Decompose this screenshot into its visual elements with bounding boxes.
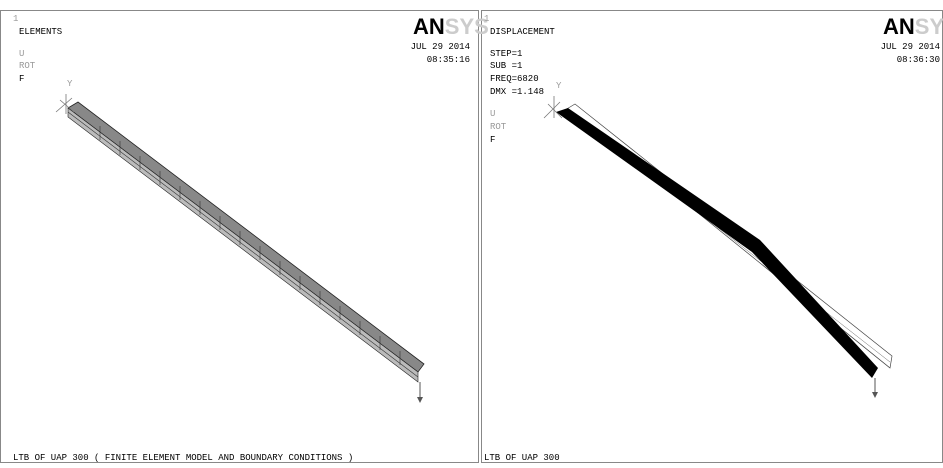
caption: LTB OF UAP 300	[484, 453, 560, 463]
logo: ANSYS	[413, 14, 489, 39]
legend-item: F	[19, 74, 24, 84]
plot-title: DISPLACEMENT	[490, 27, 555, 37]
window-number: 1	[13, 14, 18, 24]
legend-item: F	[490, 135, 495, 145]
legend-item: ROT	[490, 122, 507, 132]
axis-label: Y	[556, 81, 562, 91]
time: 08:35:16	[427, 55, 470, 65]
info-line: SUB =1	[490, 61, 522, 71]
logo-light: SYS	[915, 14, 943, 39]
info-line: STEP=1	[490, 49, 522, 59]
caption: LTB OF UAP 300 ( FINITE ELEMENT MODEL AN…	[13, 453, 353, 463]
beam-model	[55, 94, 425, 403]
legend-item: U	[490, 109, 495, 119]
date: JUL 29 2014	[411, 42, 470, 52]
plot-title: ELEMENTS	[19, 27, 62, 37]
date: JUL 29 2014	[881, 42, 940, 52]
time: 08:36:30	[897, 55, 940, 65]
info-line: DMX =1.148	[490, 87, 544, 97]
panel-frame	[481, 10, 943, 463]
beam-deformed	[543, 96, 893, 398]
logo-bold: AN	[883, 14, 915, 39]
legend-item: U	[19, 49, 24, 59]
logo-light: SYS	[445, 14, 489, 39]
axis-label: Y	[67, 79, 73, 89]
logo: ANSYS	[883, 14, 943, 39]
logo-bold: AN	[413, 14, 445, 39]
window-number: 1	[484, 14, 489, 24]
info-line: FREQ=6820	[490, 74, 539, 84]
legend-item: ROT	[19, 61, 36, 71]
